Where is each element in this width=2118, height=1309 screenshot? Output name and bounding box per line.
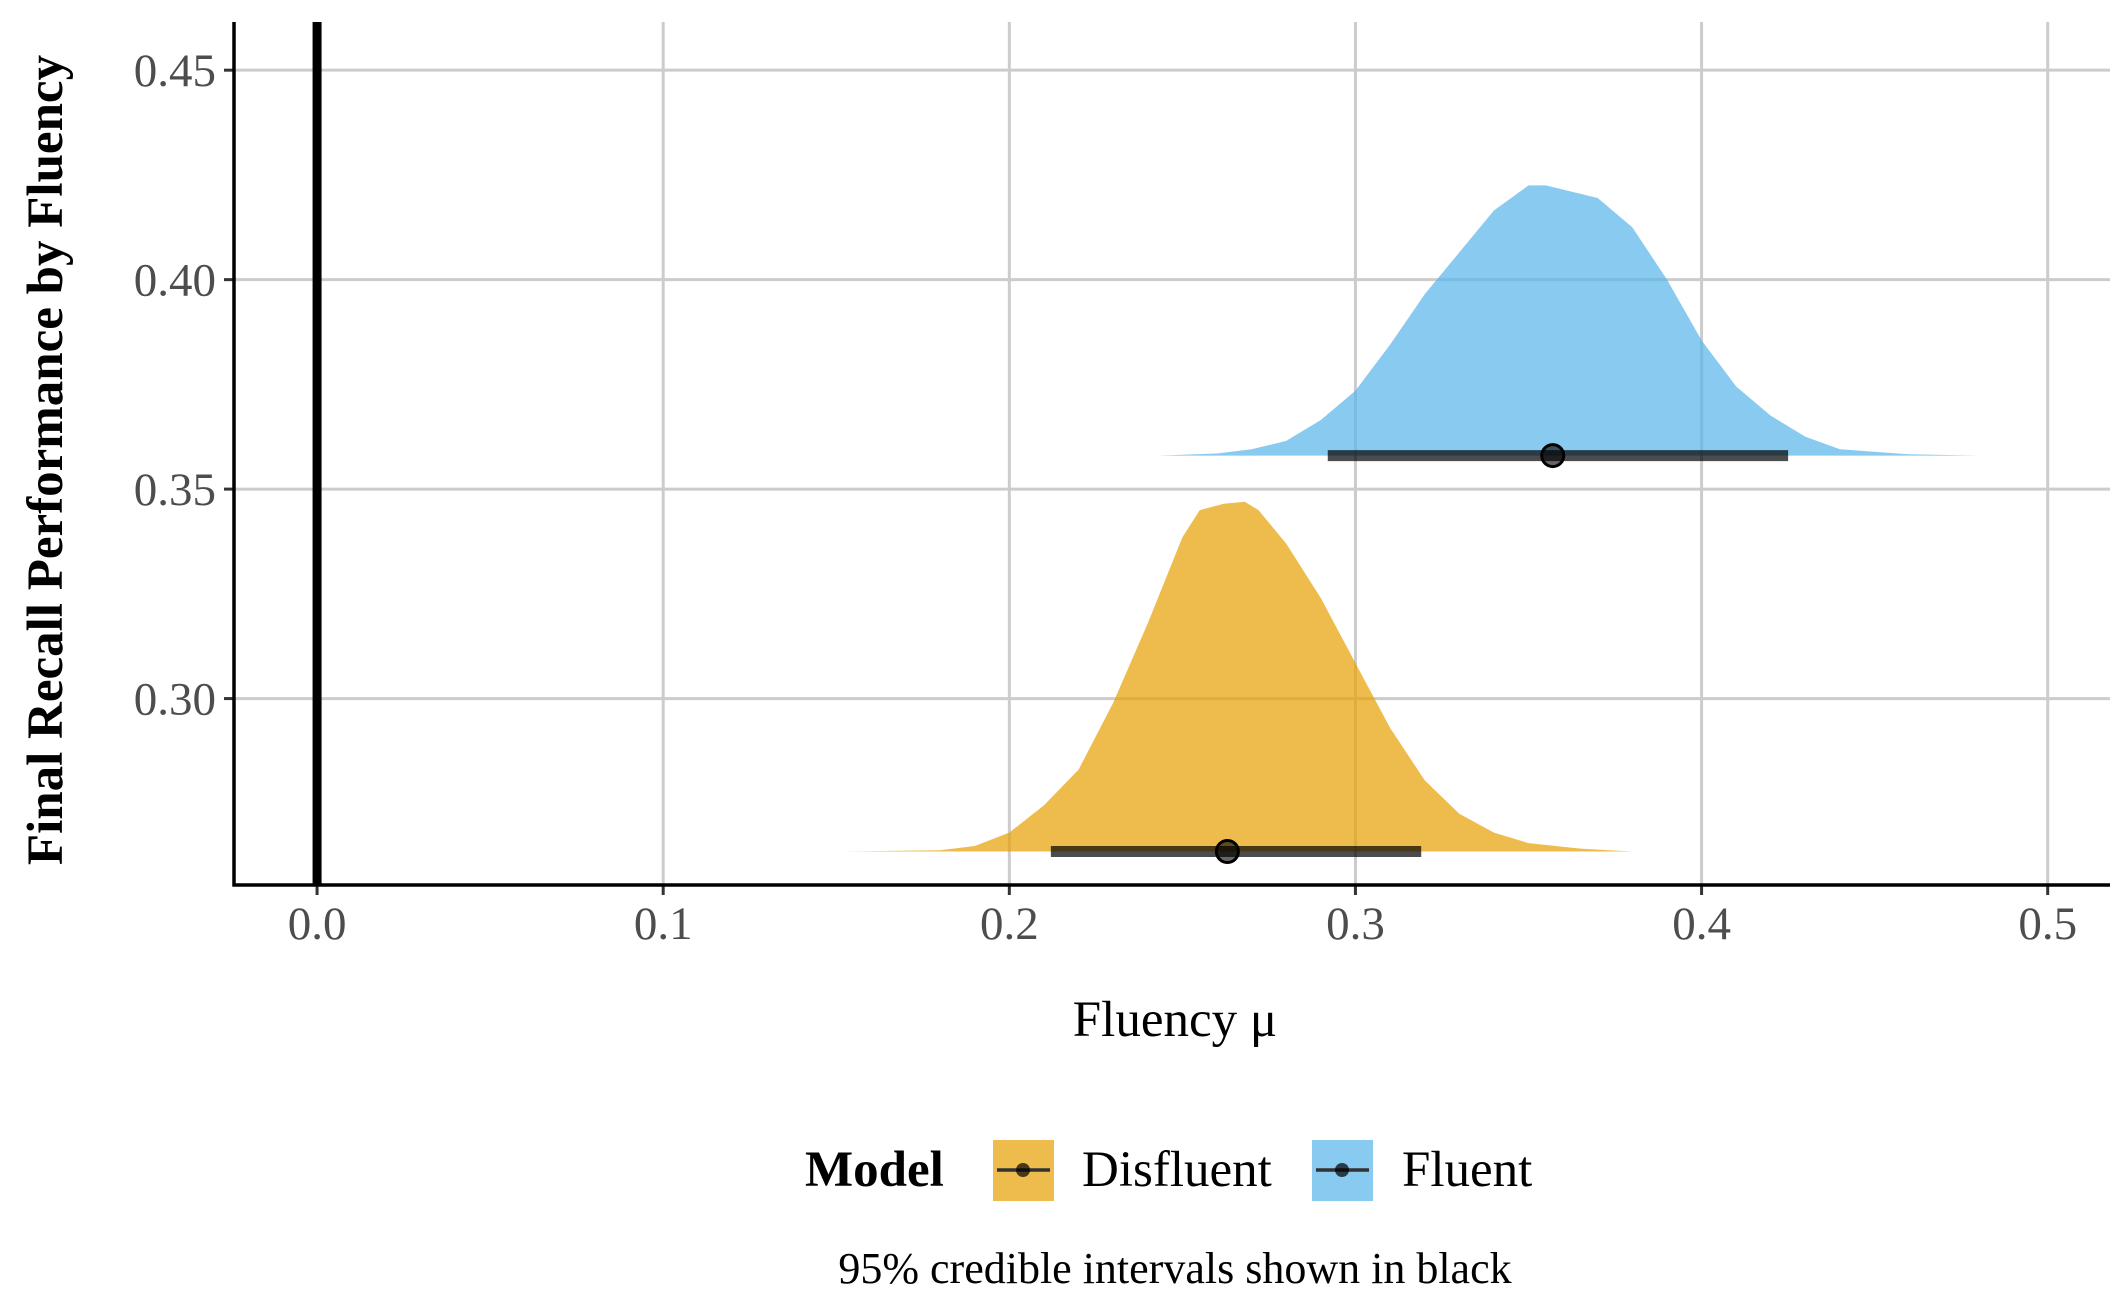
y-tick-label: 0.30 bbox=[134, 674, 216, 726]
point-estimate-fluent bbox=[1540, 443, 1566, 469]
legend-key-fluent bbox=[1312, 1140, 1373, 1201]
x-tick-label: 0.3 bbox=[1326, 898, 1385, 950]
y-tick-label: 0.40 bbox=[134, 255, 216, 307]
legend-title: Model bbox=[805, 1142, 944, 1198]
x-tick-label: 0.1 bbox=[634, 898, 693, 950]
y-axis-title: Final Recall Performance by Fluency bbox=[18, 55, 74, 865]
legend: Model Disfluent Fluent bbox=[805, 1140, 1532, 1201]
legend-key-disfluent bbox=[993, 1140, 1054, 1201]
tick-labels: 0.0 0.1 0.2 0.3 0.4 0.5 0.30 0.35 0.40 0.45 bbox=[134, 45, 2077, 950]
x-tick-label: 0.4 bbox=[1672, 898, 1731, 950]
x-axis-title: Fluency μ bbox=[1073, 992, 1277, 1048]
x-tick-label: 0.2 bbox=[980, 898, 1039, 950]
y-tick-label: 0.45 bbox=[134, 45, 216, 97]
legend-label-disfluent: Disfluent bbox=[1082, 1142, 1272, 1198]
y-tick-label: 0.35 bbox=[134, 464, 216, 516]
point-estimate-disfluent bbox=[1214, 838, 1240, 864]
density-disfluent bbox=[846, 501, 1633, 852]
density-layer bbox=[846, 185, 2027, 852]
x-tick-label: 0.0 bbox=[288, 898, 347, 950]
x-tick-label: 0.5 bbox=[2018, 898, 2077, 950]
interval-layer bbox=[1050, 443, 1789, 864]
axes-layer bbox=[224, 22, 2110, 895]
legend-label-fluent: Fluent bbox=[1402, 1142, 1532, 1198]
density-fluent bbox=[1158, 185, 2027, 456]
chart-caption: 95% credible intervals shown in black bbox=[838, 1244, 1511, 1293]
